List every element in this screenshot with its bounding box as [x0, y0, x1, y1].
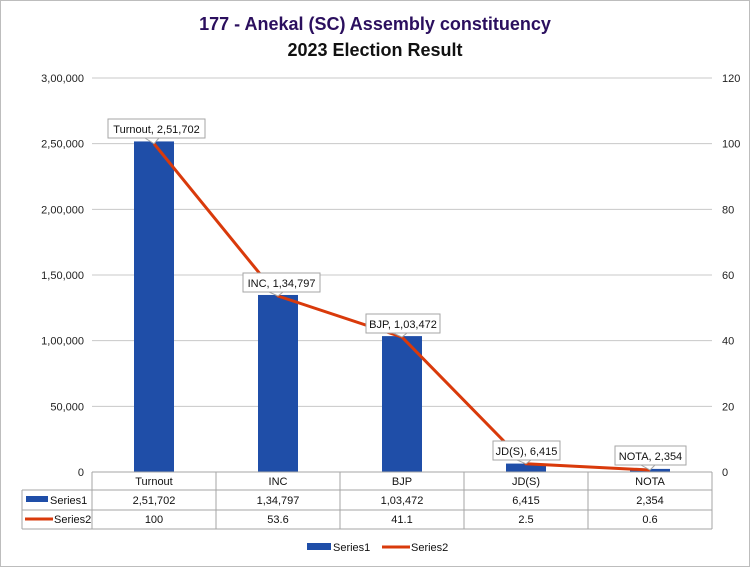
table-cell-series2: 100: [145, 514, 163, 526]
data-label-box: [492, 440, 561, 461]
table-cell-series2: 41.1: [391, 514, 412, 526]
data-label-box: [242, 272, 321, 293]
data-label: Turnout, 2,51,702: [113, 124, 199, 136]
y-tick-label: 1,50,000: [41, 270, 84, 282]
table-cell-series1: 1,03,472: [381, 495, 424, 507]
y-tick-label: 50,000: [50, 401, 84, 413]
bar-inc: [258, 294, 298, 472]
y-tick-label: 2,00,000: [41, 204, 84, 216]
table-cell-series1: 2,354: [636, 495, 664, 507]
chart-subtitle: 2023 Election Result: [287, 40, 462, 60]
table-row-header-series2: Series2: [54, 514, 91, 526]
data-label: JD(S), 6,415: [496, 446, 558, 458]
category-label: Turnout: [135, 476, 173, 488]
y2-tick-label: 60: [722, 270, 734, 282]
legend-series2-label: Series2: [411, 542, 448, 554]
table-cell-series2: 2.5: [518, 514, 533, 526]
y2-tick-label: 120: [722, 73, 740, 85]
y-tick-label: 2,50,000: [41, 139, 84, 151]
bar-bjp: [382, 336, 422, 472]
bar-jds: [506, 463, 546, 472]
y2-tick-label: 40: [722, 336, 734, 348]
table-cell-series2: 53.6: [267, 514, 288, 526]
y-tick-label: 0: [78, 467, 84, 479]
table-cell-series1: 2,51,702: [133, 495, 176, 507]
table-cell-series2: 0.6: [642, 514, 657, 526]
table-row-header-series1: Series1: [50, 495, 87, 507]
series1-key: [26, 496, 48, 502]
y2-tick-label: 0: [722, 467, 728, 479]
legend-series1-label: Series1: [333, 542, 370, 554]
category-label: BJP: [392, 476, 412, 488]
y2-tick-label: 80: [722, 204, 734, 216]
y-tick-label: 1,00,000: [41, 336, 84, 348]
data-label-box: [614, 445, 687, 466]
bar-turnout: [134, 141, 174, 472]
data-label-box: [365, 313, 441, 334]
category-label: INC: [269, 476, 288, 488]
table-cell-series1: 1,34,797: [257, 495, 300, 507]
category-label: JD(S): [512, 476, 540, 488]
data-label-box: [107, 118, 206, 139]
table-cell-series1: 6,415: [512, 495, 540, 507]
data-label: BJP, 1,03,472: [369, 319, 437, 331]
y2-tick-label: 100: [722, 139, 740, 151]
y-tick-label: 3,00,000: [41, 73, 84, 85]
chart-title: 177 - Anekal (SC) Assembly constituency: [199, 14, 551, 34]
data-label: INC, 1,34,797: [248, 278, 316, 290]
y2-tick-label: 20: [722, 401, 734, 413]
data-label: NOTA, 2,354: [619, 451, 682, 463]
legend-series1-swatch: [307, 543, 331, 550]
category-label: NOTA: [635, 476, 665, 488]
